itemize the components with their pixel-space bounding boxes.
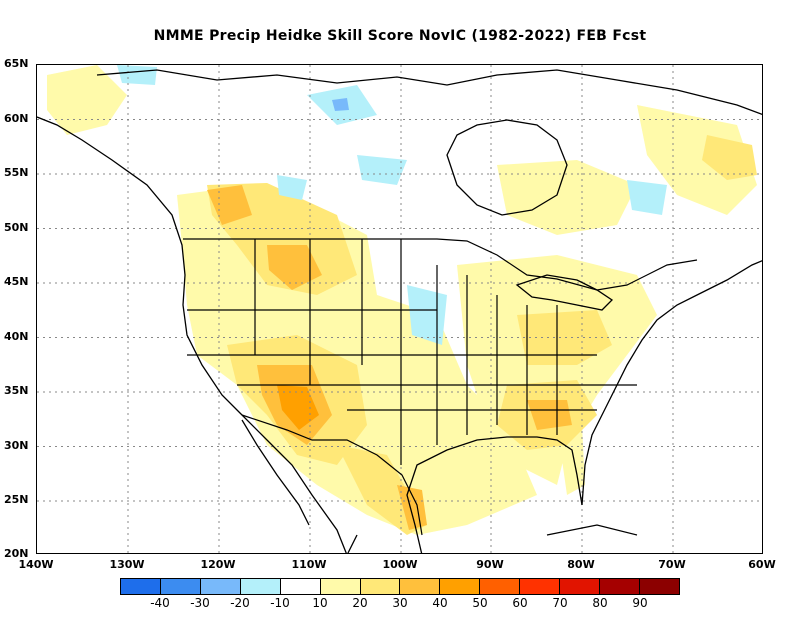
lon-label-130w: 130W bbox=[109, 558, 145, 571]
legend-swatch bbox=[280, 579, 321, 594]
political-borders bbox=[183, 238, 698, 536]
lon-label-90w: 90W bbox=[476, 558, 504, 571]
skill-score-map bbox=[36, 64, 763, 554]
legend-swatch bbox=[160, 579, 201, 594]
lat-lon-grid bbox=[37, 65, 762, 553]
legend-swatch bbox=[121, 579, 161, 594]
skill-region-neg-5 bbox=[117, 65, 157, 85]
lon-label-110w: 110W bbox=[291, 558, 327, 571]
color-legend bbox=[120, 578, 680, 595]
lat-label-40n: 40N bbox=[4, 330, 29, 343]
legend-swatch bbox=[600, 579, 640, 594]
skill-region-neg-2 bbox=[357, 155, 407, 185]
coastlines bbox=[37, 69, 762, 553]
legend-label: 20 bbox=[352, 596, 368, 610]
skill-region-arizona-core bbox=[277, 385, 319, 430]
legend-swatch bbox=[560, 579, 601, 594]
skill-region-north bbox=[497, 160, 637, 235]
skill-region-nw bbox=[47, 65, 127, 135]
lat-label-65n: 65N bbox=[4, 57, 29, 70]
arctic-coast bbox=[96, 69, 762, 115]
cuba bbox=[546, 524, 638, 536]
legend-label: 70 bbox=[552, 596, 568, 610]
legend-label: 90 bbox=[632, 596, 648, 610]
lat-label-30n: 30N bbox=[4, 439, 29, 452]
lat-label-50n: 50N bbox=[4, 221, 29, 234]
lat-label-45n: 45N bbox=[4, 275, 29, 288]
legend-swatch bbox=[400, 579, 441, 594]
legend-swatch bbox=[520, 579, 561, 594]
legend-label: 50 bbox=[472, 596, 488, 610]
great-lakes bbox=[515, 274, 614, 311]
skill-region-georgia bbox=[527, 400, 572, 430]
us-canada-border bbox=[183, 238, 698, 291]
lat-label-55n: 55N bbox=[4, 166, 29, 179]
legend-swatch bbox=[360, 579, 401, 594]
lon-label-120w: 120W bbox=[200, 558, 236, 571]
atlantic-coast bbox=[581, 260, 762, 506]
lon-label-70w: 70W bbox=[658, 558, 686, 571]
legend-swatch bbox=[200, 579, 241, 594]
lon-label-60w: 60W bbox=[748, 558, 776, 571]
skill-region-idaho bbox=[267, 245, 322, 290]
legend-swatch bbox=[480, 579, 521, 594]
legend-swatch bbox=[320, 579, 361, 594]
legend-label: 30 bbox=[392, 596, 408, 610]
legend-swatch bbox=[440, 579, 481, 594]
skill-region-labrador bbox=[702, 135, 757, 180]
legend-swatch bbox=[240, 579, 281, 594]
skill-region-neg-6 bbox=[277, 175, 307, 200]
lon-label-100w: 100W bbox=[382, 558, 418, 571]
lon-label-80w: 80W bbox=[567, 558, 595, 571]
lat-label-35n: 35N bbox=[4, 384, 29, 397]
skill-region-bc bbox=[207, 185, 252, 225]
map-title: NMME Precip Heidke Skill Score NovIC (19… bbox=[153, 28, 647, 44]
hudson-bay bbox=[446, 119, 568, 216]
lat-label-20n: 20N bbox=[4, 547, 29, 560]
lon-label-140w: 140W bbox=[18, 558, 54, 571]
lat-label-60n: 60N bbox=[4, 112, 29, 125]
skill-region-northeast bbox=[637, 105, 757, 215]
pacific-coast bbox=[37, 116, 347, 553]
mexico-west bbox=[347, 534, 358, 553]
baja-coast bbox=[241, 419, 310, 526]
legend-label: 80 bbox=[592, 596, 608, 610]
skill-region-neg-7 bbox=[332, 98, 349, 111]
legend-swatch bbox=[639, 579, 679, 594]
legend-label: -40 bbox=[150, 596, 170, 610]
legend-label: 10 bbox=[312, 596, 328, 610]
lat-label-25n: 25N bbox=[4, 493, 29, 506]
legend-label: 40 bbox=[432, 596, 448, 610]
us-mexico-border bbox=[241, 414, 423, 536]
legend-label: -20 bbox=[230, 596, 250, 610]
skill-shading bbox=[47, 65, 757, 535]
skill-region-ohio bbox=[517, 310, 612, 365]
legend-label: 60 bbox=[512, 596, 528, 610]
legend-label: -10 bbox=[270, 596, 290, 610]
legend-label: -30 bbox=[190, 596, 210, 610]
skill-region-neg-4 bbox=[627, 180, 667, 215]
map-canvas bbox=[37, 65, 762, 553]
gulf-coast bbox=[406, 436, 583, 553]
state-lines bbox=[187, 239, 637, 465]
